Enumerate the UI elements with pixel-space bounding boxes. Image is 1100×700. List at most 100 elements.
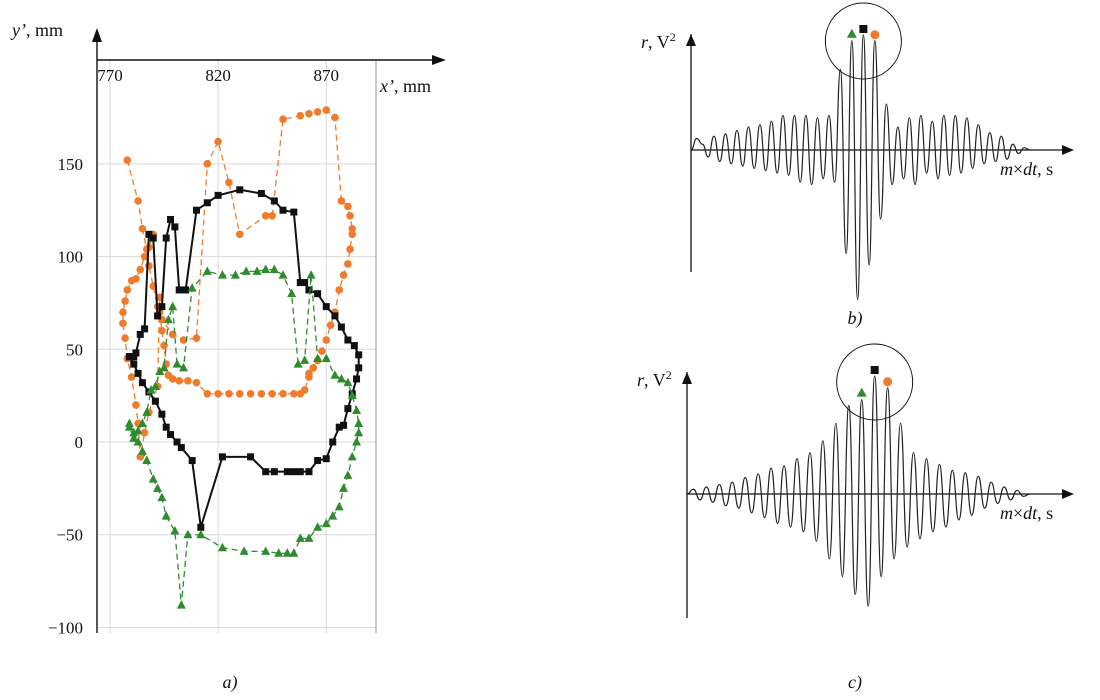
data-point [306, 270, 316, 279]
data-point [171, 223, 179, 231]
data-point [334, 501, 344, 511]
data-point [173, 438, 181, 446]
y-axis-label: r, V2 [641, 30, 676, 52]
data-point [343, 377, 353, 387]
data-point [158, 303, 166, 311]
peak-highlight-circle [824, 2, 902, 80]
peak-marker-triangle [856, 387, 867, 397]
y-axis-arrow [686, 34, 696, 46]
data-point [164, 371, 173, 380]
data-point [305, 373, 313, 381]
data-point [239, 546, 249, 555]
data-point [322, 303, 330, 311]
data-point [123, 156, 132, 164]
data-point [132, 349, 140, 357]
data-point [343, 470, 353, 479]
y-tick-label: 50 [66, 340, 83, 359]
data-point [262, 468, 270, 476]
data-point [235, 389, 244, 398]
data-point [145, 262, 153, 270]
peak-marker-triangle [846, 28, 857, 38]
peak-marker-square [870, 366, 879, 374]
data-point [335, 286, 344, 294]
data-point [150, 381, 160, 390]
data-point [353, 375, 361, 383]
data-point [329, 438, 337, 446]
data-point [268, 211, 276, 220]
data-point [138, 224, 147, 233]
data-point [313, 353, 323, 363]
data-point [350, 342, 358, 350]
y-axis-label: r, V2 [637, 368, 672, 390]
data-point [188, 457, 196, 465]
data-point [142, 407, 152, 416]
data-point [293, 359, 303, 368]
data-point [192, 206, 200, 214]
data-point [129, 433, 139, 442]
data-point [321, 353, 331, 363]
data-point [134, 197, 142, 205]
data-point [289, 548, 299, 557]
data-point [279, 389, 287, 398]
data-point [161, 511, 171, 520]
data-point [121, 334, 129, 342]
data-point [270, 197, 278, 205]
data-point [321, 518, 331, 528]
data-point [214, 137, 222, 146]
data-point [252, 266, 262, 275]
data-point [326, 321, 335, 329]
data-point [344, 336, 352, 344]
data-point [202, 266, 212, 275]
data-point [136, 265, 145, 274]
data-point [269, 264, 279, 274]
x-axis-label: m×dt, s [1000, 503, 1053, 523]
x-tick-label: 820 [205, 66, 231, 85]
data-point [339, 483, 349, 492]
data-point [344, 260, 352, 268]
series-orange [119, 106, 357, 461]
data-point [270, 468, 278, 476]
waveform [686, 375, 1031, 607]
data-point [153, 483, 163, 492]
data-point [124, 422, 134, 431]
y-axis-label: y’, mm [10, 20, 63, 40]
data-point [225, 389, 233, 398]
data-point [296, 111, 305, 120]
data-point [257, 190, 265, 198]
y-tick-label: −100 [48, 618, 83, 637]
data-point [119, 319, 127, 328]
data-point [184, 377, 192, 385]
data-point [149, 234, 157, 242]
data-point [305, 109, 313, 118]
data-point [305, 286, 313, 294]
data-point [217, 542, 227, 552]
data-point [203, 389, 212, 398]
panel-b: r, V2 m×dt, s b) [641, 2, 1074, 329]
data-point [236, 186, 244, 194]
data-point [344, 405, 352, 413]
x-axis-label: x’, mm [379, 76, 431, 96]
y-axis-arrow [92, 28, 102, 42]
data-point [290, 468, 298, 476]
data-point [145, 230, 153, 238]
data-point [261, 264, 271, 274]
data-point [348, 224, 357, 233]
data-point [136, 330, 144, 338]
data-point [337, 323, 345, 331]
data-point [282, 548, 292, 557]
data-point [313, 522, 323, 531]
data-point [214, 191, 222, 199]
data-point [148, 474, 158, 483]
data-point [339, 271, 348, 279]
data-point [133, 437, 143, 446]
data-point [192, 334, 201, 342]
data-point [274, 548, 284, 557]
data-point [197, 523, 205, 531]
data-point [314, 290, 322, 298]
data-point [354, 418, 364, 427]
y-tick-label: 0 [75, 433, 84, 452]
data-point [283, 468, 291, 476]
data-point [121, 297, 129, 305]
data-point [142, 455, 152, 465]
